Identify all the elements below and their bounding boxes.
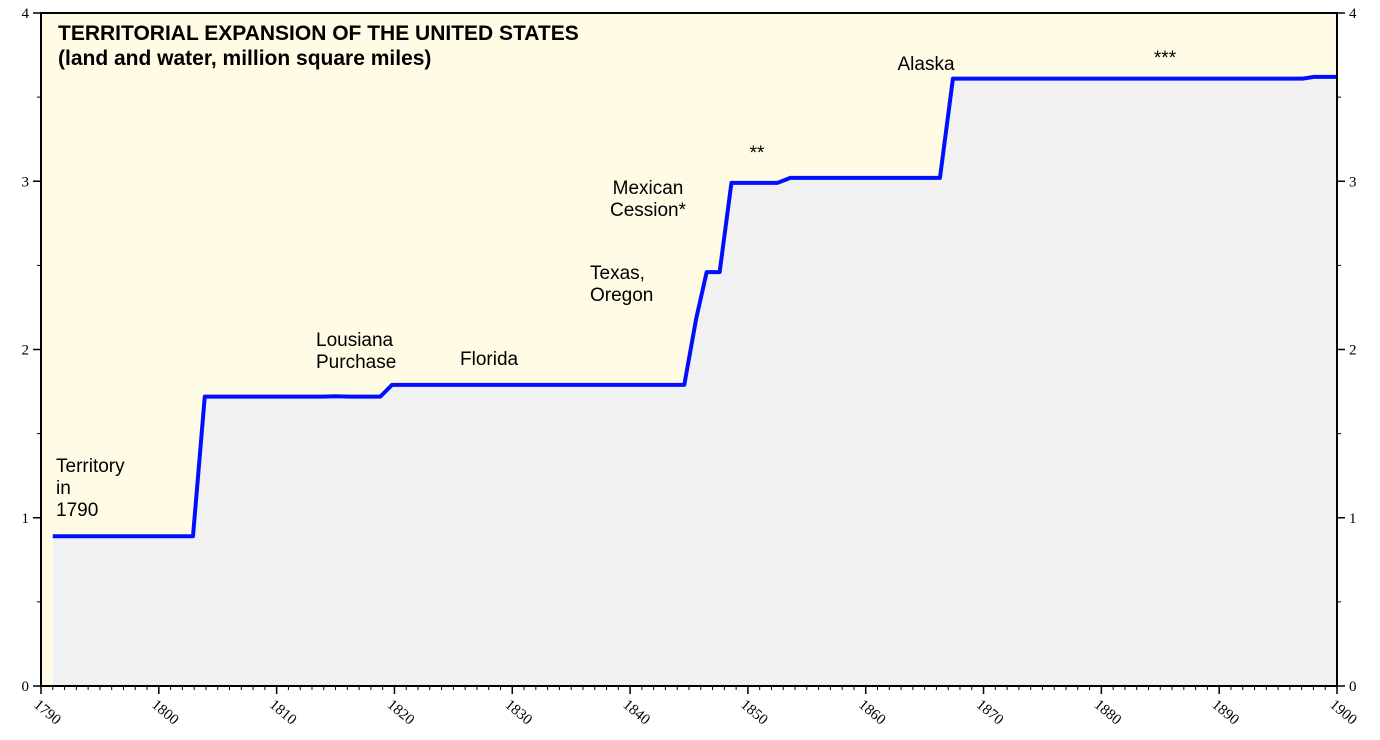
x-tick-label: 1870: [973, 697, 1006, 729]
x-tick-label: 1820: [384, 697, 417, 729]
y2-tick-label: 1: [1349, 511, 1357, 527]
x-tick-label: 1840: [620, 697, 653, 729]
x-tick-label: 1800: [148, 697, 181, 729]
y-tick-label: 0: [22, 679, 30, 695]
series-line: [52, 74, 1337, 539]
x-tick-label: 1810: [266, 697, 299, 729]
x-tick-label: 1860: [855, 697, 888, 729]
y2-tick-label: 4: [1349, 6, 1357, 22]
annotation: Lousiana: [316, 330, 394, 351]
annotation: **: [750, 143, 765, 164]
chart-title: TERRITORIAL EXPANSION OF THE UNITED STAT…: [58, 22, 579, 45]
annotation: Territory: [56, 456, 125, 477]
y-tick-label: 1: [22, 511, 30, 527]
x-tick-label: 1850: [737, 697, 770, 729]
annotation: Florida: [460, 349, 519, 370]
chart-subtitle: (land and water, million square miles): [58, 47, 431, 70]
annotation: 1790: [56, 500, 98, 521]
y2-tick-label: 0: [1349, 679, 1357, 695]
annotation: in: [56, 478, 71, 499]
y-tick-label: 3: [22, 174, 30, 190]
x-tick-label: 1890: [1209, 697, 1242, 729]
x-tick-label: 1900: [1326, 697, 1359, 729]
x-tick-label: 1830: [502, 697, 535, 729]
annotation: ***: [1154, 48, 1177, 69]
x-tick-label: 1880: [1091, 697, 1124, 729]
annotation: Texas,: [590, 263, 645, 284]
annotation: Mexican: [613, 178, 684, 199]
area-fill: [52, 76, 1337, 686]
annotation: Alaska: [897, 54, 954, 75]
x-tick-label: 1790: [30, 697, 63, 729]
annotation: Oregon: [590, 285, 653, 306]
annotation: Purchase: [316, 352, 396, 373]
y-tick-label: 4: [22, 6, 30, 22]
y-tick-label: 2: [22, 343, 30, 359]
annotation: Cession*: [610, 200, 687, 221]
y2-tick-label: 3: [1349, 174, 1357, 190]
y2-tick-label: 2: [1349, 343, 1357, 359]
